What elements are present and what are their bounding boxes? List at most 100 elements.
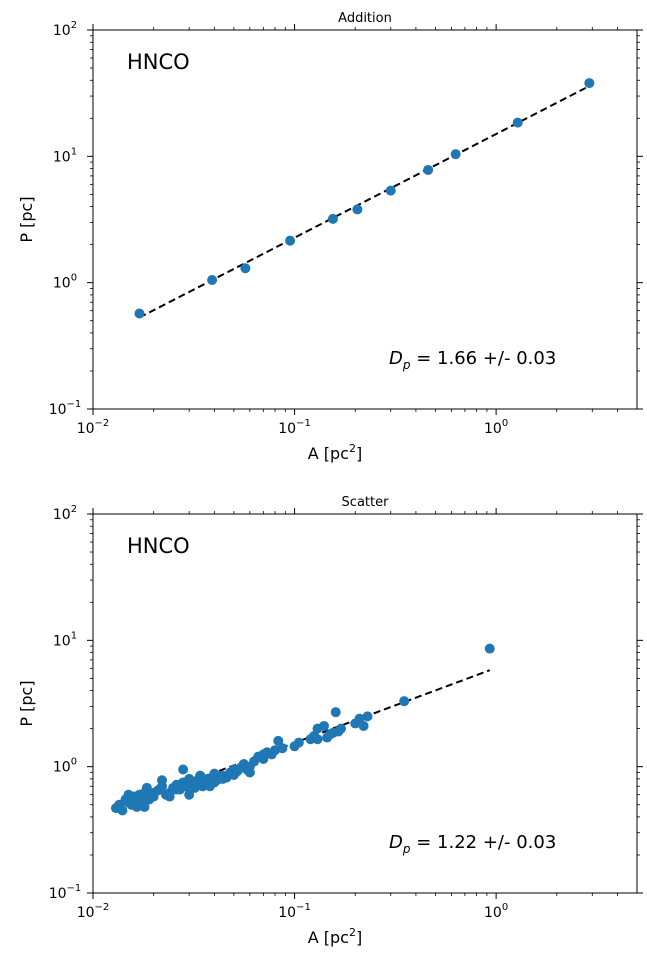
data-point — [399, 696, 410, 707]
y-tick-label-base: 10 — [53, 149, 71, 165]
data-point — [148, 787, 159, 798]
data-point — [285, 235, 296, 246]
y-tick-label-base: 10 — [49, 886, 67, 902]
data-point — [277, 743, 288, 754]
fit-label-subscript: p — [402, 842, 411, 856]
y-tick-label-exponent: 1 — [71, 630, 77, 641]
y-tick-label: 100 — [53, 757, 77, 776]
data-point — [327, 213, 338, 224]
y-axis-label: P [pc] — [17, 680, 36, 726]
data-point — [512, 117, 523, 128]
x-tick-label: 100 — [484, 902, 508, 921]
data-point — [123, 789, 134, 800]
y-tick-label-exponent: 1 — [71, 146, 77, 157]
x-axis-label-text: A [pc — [308, 928, 349, 947]
x-tick-label-exponent: 0 — [502, 418, 508, 429]
y-tick-label-exponent: −1 — [67, 883, 82, 894]
minor-ticks — [90, 511, 640, 896]
data-point — [258, 749, 269, 760]
x-tick-label-base: 10 — [278, 421, 296, 437]
x-tick-label: 10−2 — [77, 902, 110, 921]
molecule-annotation: HNCO — [127, 50, 190, 74]
data-point — [362, 711, 373, 722]
x-tick-label: 10−2 — [77, 418, 110, 437]
x-axis-label-close: ] — [356, 928, 362, 947]
x-tick-label-exponent: −1 — [296, 418, 311, 429]
data-point — [336, 723, 347, 734]
data-point — [484, 643, 495, 654]
molecule-annotation: HNCO — [127, 534, 190, 558]
fit-label-symbol: D — [389, 832, 403, 853]
data-point — [273, 735, 284, 746]
x-tick-label-base: 10 — [484, 905, 502, 921]
y-tick-label-exponent: −1 — [67, 399, 82, 410]
data-point — [240, 263, 251, 274]
plot-frame — [92, 29, 638, 410]
x-axis-label-superscript: 2 — [349, 926, 356, 939]
x-axis-label-text: A [pc — [308, 444, 349, 463]
y-tick-label-base: 10 — [53, 276, 71, 292]
x-tick-label-base: 10 — [278, 905, 296, 921]
data-point — [228, 769, 239, 780]
x-tick-label: 10−1 — [278, 418, 311, 437]
y-tick-label-exponent: 2 — [71, 20, 77, 31]
y-tick-label: 10−1 — [49, 883, 82, 902]
fit-label-subscript: p — [402, 358, 411, 372]
data-point — [178, 764, 189, 775]
data-point — [330, 707, 341, 718]
minor-ticks — [90, 27, 640, 412]
data-point — [207, 274, 218, 285]
data-point — [319, 720, 330, 731]
y-tick-label-exponent: 0 — [71, 273, 77, 284]
y-tick-label-exponent: 0 — [71, 757, 77, 768]
y-tick-label-base: 10 — [49, 402, 67, 418]
x-tick-label-base: 10 — [77, 421, 95, 437]
y-tick-label-exponent: 2 — [71, 504, 77, 515]
data-point — [129, 799, 140, 810]
data-point — [312, 734, 323, 745]
y-tick-label-base: 10 — [53, 760, 71, 776]
data-point — [293, 737, 304, 748]
y-tick-label: 101 — [53, 630, 77, 649]
x-axis-label-close: ] — [356, 444, 362, 463]
data-point — [184, 789, 195, 800]
data-point — [358, 720, 369, 731]
data-point — [134, 308, 145, 319]
data-point — [204, 781, 215, 792]
x-axis-label: A [pc2] — [308, 926, 362, 947]
x-axis-label-superscript: 2 — [349, 442, 356, 455]
fit-label: Dp = 1.66 +/- 0.03 — [389, 348, 556, 372]
data-point — [157, 775, 168, 786]
y-tick-label: 101 — [53, 146, 77, 165]
chart-title: Scatter — [342, 495, 390, 510]
data-point — [164, 791, 175, 802]
fit-label: Dp = 1.22 +/- 0.03 — [389, 832, 556, 856]
data-point — [352, 204, 363, 215]
data-point — [423, 164, 434, 175]
data-points — [134, 78, 595, 319]
x-tick-label-base: 10 — [484, 421, 502, 437]
y-tick-label: 102 — [53, 20, 77, 39]
plot-frame — [92, 513, 638, 894]
data-point — [450, 149, 461, 160]
chart-title: Addition — [338, 11, 392, 26]
data-point — [139, 794, 150, 805]
x-tick-label-exponent: 0 — [502, 902, 508, 913]
data-point — [139, 801, 150, 812]
fit-label-value: = 1.22 +/- 0.03 — [411, 832, 557, 853]
y-tick-label: 102 — [53, 504, 77, 523]
x-tick-label-exponent: −2 — [95, 418, 110, 429]
data-point — [385, 185, 396, 196]
y-tick-label: 10−1 — [49, 399, 82, 418]
x-tick-label: 100 — [484, 418, 508, 437]
data-point — [217, 773, 228, 784]
data-point — [171, 784, 182, 795]
y-tick-label-base: 10 — [53, 633, 71, 649]
x-tick-label: 10−1 — [278, 902, 311, 921]
x-tick-label-base: 10 — [77, 905, 95, 921]
y-tick-label: 100 — [53, 273, 77, 292]
y-axis-label: P [pc] — [17, 196, 36, 242]
y-tick-label-base: 10 — [53, 507, 71, 523]
